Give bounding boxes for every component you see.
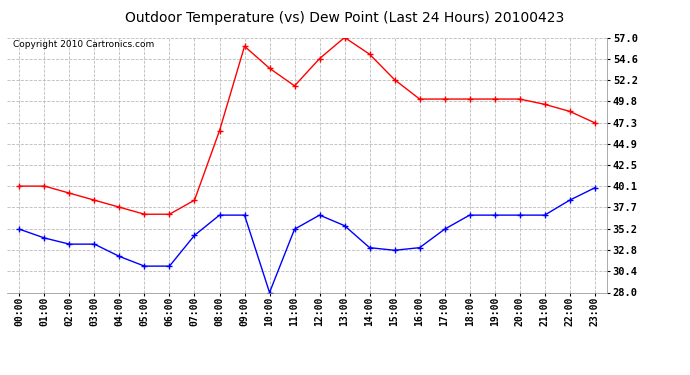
Text: Outdoor Temperature (vs) Dew Point (Last 24 Hours) 20100423: Outdoor Temperature (vs) Dew Point (Last… [126,11,564,25]
Text: Copyright 2010 Cartronics.com: Copyright 2010 Cartronics.com [13,40,154,49]
